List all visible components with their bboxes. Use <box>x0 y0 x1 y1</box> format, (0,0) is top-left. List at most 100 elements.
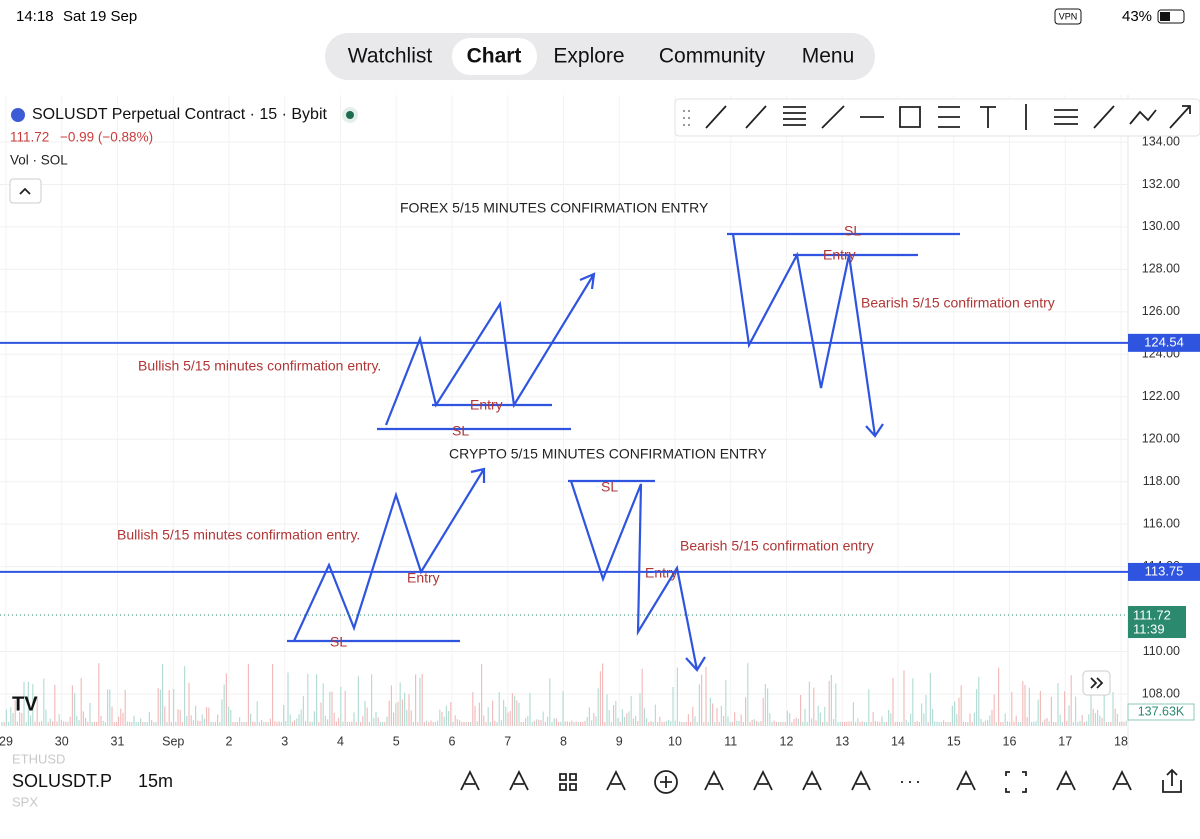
y-tick-label: 132.00 <box>1142 177 1180 191</box>
bottom-tool[interactable] <box>956 769 976 791</box>
x-tick-label: 31 <box>111 734 125 748</box>
nav-active <box>452 38 537 75</box>
forex-bullish-drawing <box>377 272 596 431</box>
nav-tab[interactable]: Community <box>659 45 766 68</box>
x-tick-label: 5 <box>393 734 400 748</box>
bottom-tool[interactable] <box>1162 768 1182 793</box>
bottom-tool[interactable] <box>559 773 577 791</box>
x-tick-label: 11 <box>724 734 737 748</box>
vpn-box <box>1054 8 1082 25</box>
x-tick-label: 16 <box>1003 734 1017 748</box>
bottom-interval[interactable]: 15m <box>138 771 173 791</box>
date: Sat 19 Sep <box>63 8 137 25</box>
bottom-tool[interactable] <box>606 769 626 791</box>
y-tick-label: 128.00 <box>1142 262 1180 276</box>
draw-tool[interactable] <box>821 105 845 129</box>
draw-tool[interactable] <box>899 106 921 128</box>
x-tick-label: 12 <box>780 734 794 748</box>
countdown: 11:39 <box>1133 621 1165 636</box>
symbol-change: −0.99 (−0.88%) <box>60 130 153 145</box>
y-tick-label: 122.00 <box>1142 389 1180 403</box>
nav-tab[interactable]: Watchlist <box>348 45 433 68</box>
x-tick-label: 6 <box>449 734 456 748</box>
crypto-bullish-drawing <box>287 467 486 643</box>
x-tick-label: Sep <box>162 734 184 748</box>
bottom-tool[interactable] <box>753 769 773 791</box>
x-tick-label: 29 <box>0 734 13 748</box>
annotation: Entry <box>470 397 503 413</box>
annotation: Bullish 5/15 minutes confirmation entry. <box>138 358 381 374</box>
last-price-tag <box>1128 606 1186 639</box>
bottom-tool[interactable] <box>1005 771 1027 793</box>
bottom-tool[interactable] <box>802 769 822 791</box>
battery-icon <box>1157 9 1185 24</box>
bottom-symbol[interactable]: SOLUSDT.P <box>12 771 112 791</box>
faded-symbol: SPX <box>12 794 38 809</box>
nav-tab[interactable]: Explore <box>553 45 624 68</box>
scroll-icon <box>1090 677 1104 689</box>
faded-symbol: ETHUSD <box>12 751 65 766</box>
x-tick-label: 13 <box>835 734 849 748</box>
bottom-tool[interactable] <box>460 769 480 791</box>
nav-tab[interactable]: Menu <box>802 45 855 68</box>
x-tick-label: 4 <box>337 734 344 748</box>
bottom-tool[interactable] <box>1112 769 1132 791</box>
x-tick-label: 9 <box>616 734 623 748</box>
draw-tool[interactable] <box>980 106 996 128</box>
volume-tag-label: 137.63K <box>1138 704 1185 718</box>
draw-tool[interactable] <box>1054 109 1078 125</box>
x-tick-label: 7 <box>504 734 511 748</box>
bottom-tool[interactable] <box>1056 769 1076 791</box>
y-tick-label: 120.00 <box>1142 432 1180 446</box>
x-tick-label: 18 <box>1114 734 1128 748</box>
y-tick-label: 126.00 <box>1142 304 1180 318</box>
draw-tool[interactable] <box>1129 109 1157 125</box>
forex-bearish-drawing <box>727 232 960 438</box>
annotation: Entry <box>823 247 856 263</box>
status-dot <box>346 111 354 119</box>
time: 14:18 <box>16 8 54 25</box>
y-tick-label: 110.00 <box>1143 644 1180 658</box>
x-tick-label: 3 <box>281 734 288 748</box>
bottom-tool[interactable] <box>851 769 871 791</box>
annotation: CRYPTO 5/15 MINUTES CONFIRMATION ENTRY <box>449 446 768 462</box>
y-tick-label: 116.00 <box>1143 516 1180 530</box>
collapse-icon <box>19 187 31 195</box>
x-tick-label: 30 <box>55 734 69 748</box>
draw-tool[interactable] <box>705 105 727 129</box>
x-tick-label: 2 <box>226 734 233 748</box>
annotation: Entry <box>407 570 440 586</box>
drawing-toolbar <box>674 98 1200 137</box>
collapse-button[interactable] <box>9 178 42 204</box>
x-tick-label: 10 <box>668 734 682 748</box>
annotation: Bearish 5/15 confirmation entry <box>680 538 874 554</box>
indicator: Vol · SOL <box>10 153 68 168</box>
draw-tool[interactable] <box>1093 105 1115 129</box>
last-price-label: 111.72 <box>1133 607 1171 622</box>
draw-tool[interactable] <box>938 106 960 128</box>
annotation: SL <box>452 423 469 439</box>
price-tag-label: 113.75 <box>1145 563 1184 578</box>
annotation: SL <box>601 479 618 495</box>
volume-tag <box>1127 703 1195 721</box>
draw-tool[interactable] <box>745 105 767 129</box>
price-tag <box>1128 333 1200 352</box>
draw-tool[interactable] <box>783 106 806 126</box>
annotation: FOREX 5/15 MINUTES CONFIRMATION ENTRY <box>400 200 709 216</box>
y-tick-label: 118.00 <box>1143 474 1180 488</box>
symbol-logo <box>11 108 25 122</box>
bottom-tool[interactable] <box>704 769 724 791</box>
symbol-price: 111.72 <box>10 130 49 145</box>
draw-tool[interactable] <box>1169 105 1191 129</box>
bottom-tool[interactable] <box>654 770 678 794</box>
toolbar-handle <box>683 110 690 126</box>
x-tick-label: 8 <box>560 734 567 748</box>
nav-tab[interactable]: Chart <box>467 45 522 68</box>
annotation: Bullish 5/15 minutes confirmation entry. <box>117 527 360 543</box>
y-tick-label: 108.00 <box>1142 686 1180 700</box>
bottom-tool[interactable] <box>509 769 529 791</box>
battery-level <box>1160 12 1170 21</box>
annotation: SL <box>330 634 347 650</box>
crypto-bearish-drawing <box>568 479 706 672</box>
vpn: VPN <box>1059 11 1078 21</box>
